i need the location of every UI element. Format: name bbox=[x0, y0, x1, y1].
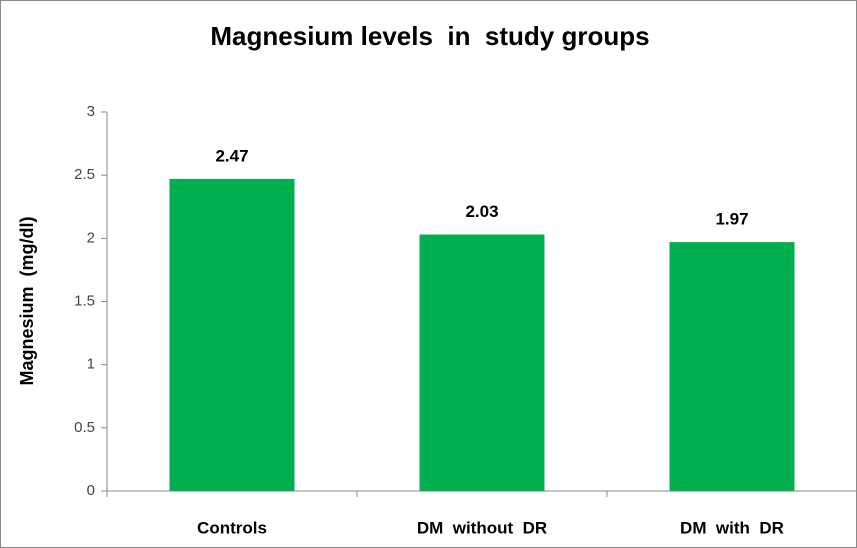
bar bbox=[419, 234, 545, 491]
value-label: 2.47 bbox=[215, 146, 248, 165]
y-tick-label: 1.5 bbox=[74, 292, 95, 309]
x-tick-label: DM without DR bbox=[417, 518, 547, 537]
y-tick-label: 0.5 bbox=[74, 419, 95, 436]
x-tick-label: DM with DR bbox=[680, 518, 784, 537]
y-tick-label: 2.5 bbox=[74, 166, 95, 183]
y-tick-label: 1 bbox=[87, 356, 95, 373]
y-tick-label: 0 bbox=[87, 482, 95, 499]
chart-title: Magnesium levels in study groups bbox=[210, 21, 649, 51]
x-tick-label: Controls bbox=[197, 518, 267, 537]
bar bbox=[669, 242, 795, 491]
bar bbox=[169, 178, 295, 491]
y-tick-label: 2 bbox=[87, 229, 95, 246]
value-label: 2.03 bbox=[465, 202, 498, 221]
y-axis-label: Magnesium (mg/dl) bbox=[17, 216, 37, 385]
value-label: 1.97 bbox=[715, 210, 748, 229]
y-tick-label: 3 bbox=[87, 103, 95, 120]
